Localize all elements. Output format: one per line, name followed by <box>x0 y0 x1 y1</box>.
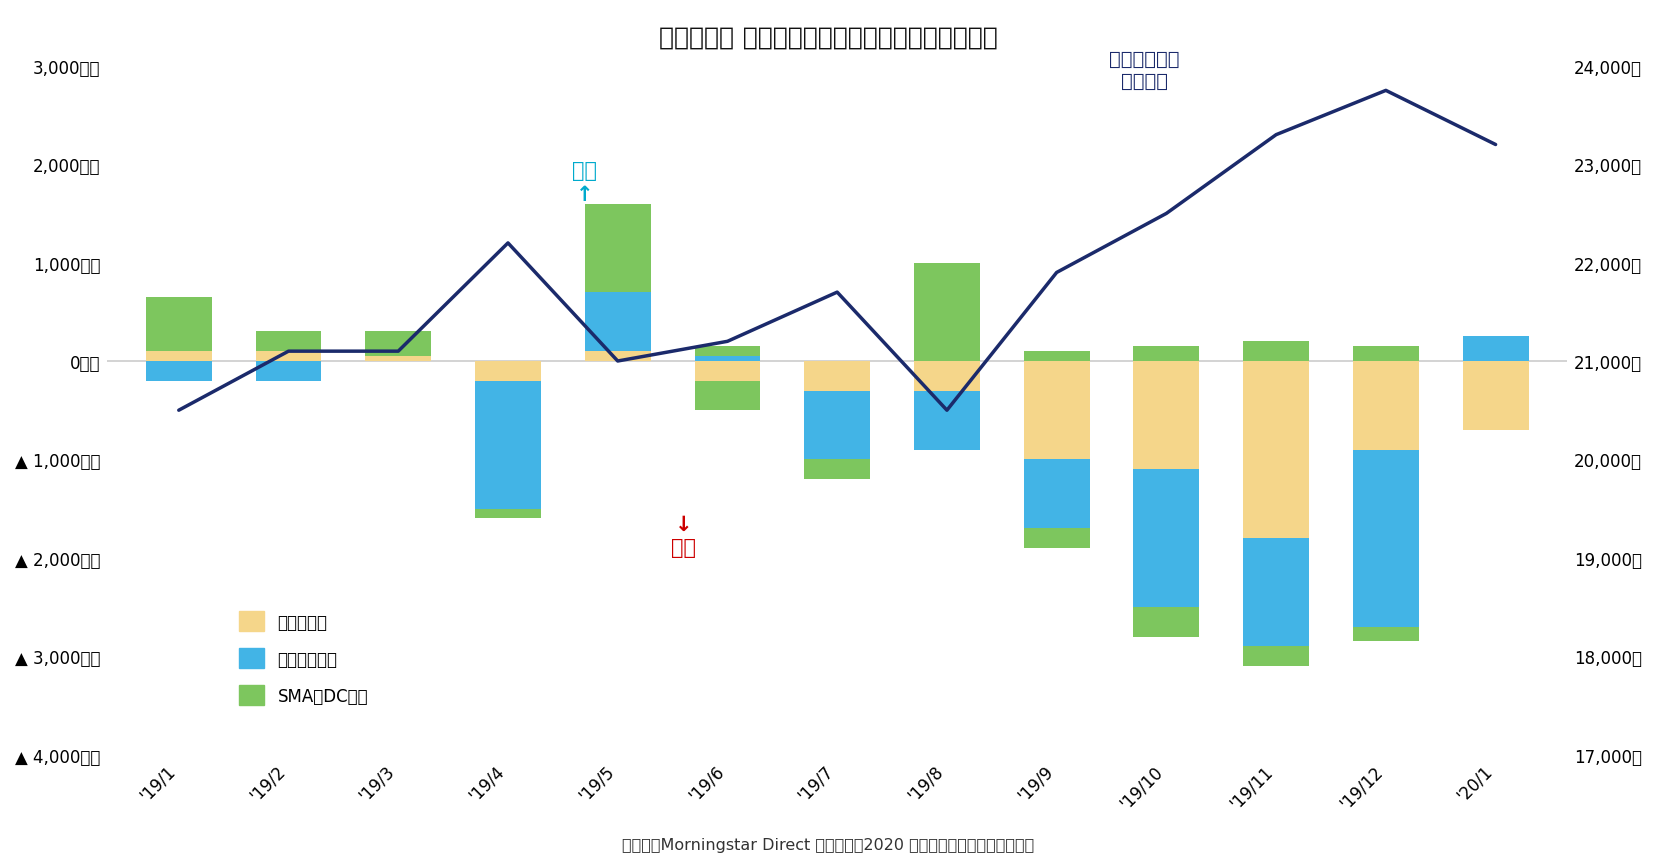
Bar <box>255 332 321 352</box>
Bar <box>1024 352 1090 362</box>
Bar <box>1354 450 1418 627</box>
Bar <box>1243 647 1309 666</box>
Bar <box>476 509 540 519</box>
Bar <box>365 332 431 356</box>
Bar <box>476 362 540 381</box>
Bar <box>694 356 761 362</box>
Bar <box>146 352 212 362</box>
Bar <box>804 362 870 391</box>
Bar <box>1024 529 1090 548</box>
Bar <box>476 381 540 509</box>
Bar <box>804 391 870 460</box>
Text: ↓
流出: ↓ 流出 <box>671 514 696 557</box>
Bar <box>1354 627 1418 641</box>
Bar <box>694 381 761 411</box>
Bar <box>365 356 431 362</box>
Bar <box>1243 362 1309 538</box>
Bar <box>1243 342 1309 362</box>
Bar <box>915 362 979 391</box>
Bar <box>146 362 212 381</box>
Bar <box>1133 470 1200 607</box>
Bar <box>1024 362 1090 460</box>
Bar <box>585 352 651 362</box>
Bar <box>694 362 761 381</box>
Bar <box>255 352 321 362</box>
Bar <box>1133 607 1200 637</box>
Bar <box>804 460 870 480</box>
Bar <box>1243 538 1309 647</box>
Bar <box>694 347 761 356</box>
Bar <box>1133 362 1200 470</box>
Bar <box>585 293 651 352</box>
Text: 流入
↑: 流入 ↑ <box>572 161 597 204</box>
Text: （資料）Morningstar Direct より作成。2020 年１月分のみ推計値を使用。: （資料）Morningstar Direct より作成。2020 年１月分のみ推… <box>623 838 1034 852</box>
Bar <box>1024 460 1090 529</box>
Bar <box>255 362 321 381</box>
Bar <box>1354 347 1418 362</box>
Bar <box>585 204 651 293</box>
Bar <box>1463 362 1528 430</box>
Bar <box>915 391 979 450</box>
Bar <box>1354 362 1418 450</box>
Text: 【図表３】 国内株式ファンドの資金流出入の推移: 【図表３】 国内株式ファンドの資金流出入の推移 <box>659 26 998 50</box>
Bar <box>915 263 979 362</box>
Bar <box>1463 337 1528 362</box>
Legend: アクティブ, インデックス, SMA・DC専用: アクティブ, インデックス, SMA・DC専用 <box>232 604 374 712</box>
Bar <box>146 298 212 352</box>
Text: 日経平均株価
（右軸）: 日経平均株価 （右軸） <box>1109 50 1180 91</box>
Bar <box>1133 347 1200 362</box>
